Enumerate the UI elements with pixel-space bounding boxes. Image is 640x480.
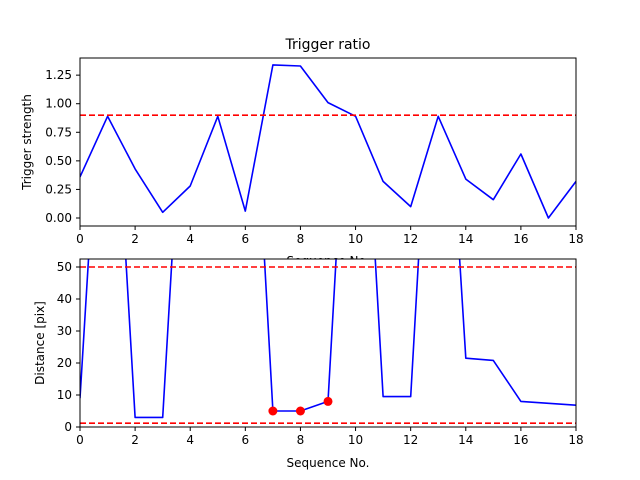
x-tick-label: 16 xyxy=(513,433,528,447)
x-tick-label: 14 xyxy=(458,232,473,246)
data-point-marker xyxy=(323,396,333,406)
x-tick-label: 4 xyxy=(186,232,194,246)
distance-chart: Distance [pix] Sequence No. 0 2 4 6 8 10 12 14 1… xyxy=(33,258,584,470)
x-tick-label: 4 xyxy=(186,433,194,447)
x-tick-label: 12 xyxy=(403,433,418,447)
x-tick-label: 18 xyxy=(568,433,583,447)
y-tick-label: 1.25 xyxy=(45,68,72,82)
x-tick-label: 16 xyxy=(513,232,528,246)
y-tick-label: 0 xyxy=(64,420,72,434)
y-tick-label: 0.25 xyxy=(45,182,72,196)
x-tick-label: 0 xyxy=(76,433,84,447)
y-tick-label: 0.75 xyxy=(45,125,72,139)
tick-layer: 0 2 4 6 8 10 12 14 16 18 0 10 20 30 40 50 xyxy=(57,260,584,447)
y-tick-label: 1.00 xyxy=(45,97,72,111)
y-tick-label: 50 xyxy=(57,260,72,274)
plot-layer xyxy=(80,259,576,424)
trigger-ratio-chart: Trigger ratio Trigger strength Sequence … xyxy=(20,37,584,268)
plot-layer xyxy=(80,64,576,219)
y-tick-label: 0.00 xyxy=(45,211,72,225)
x-tick-label: 8 xyxy=(297,433,305,447)
y-axis-label: Trigger strength xyxy=(20,94,34,191)
x-tick-label: 10 xyxy=(348,232,363,246)
y-tick-label: 10 xyxy=(57,388,72,402)
data-point-marker xyxy=(295,406,305,416)
x-axis-label: Sequence No. xyxy=(287,456,370,470)
y-tick-label: 20 xyxy=(57,356,72,370)
x-tick-label: 6 xyxy=(242,433,250,447)
tick-layer: 0 2 4 6 8 10 12 14 16 18 0.00 0.25 0.50 0.75 1.00 1.25 xyxy=(45,68,583,246)
x-tick-label: 2 xyxy=(131,433,139,447)
x-tick-label: 10 xyxy=(348,433,363,447)
x-tick-label: 0 xyxy=(76,232,84,246)
series-line xyxy=(80,259,576,419)
x-tick-label: 14 xyxy=(458,433,473,447)
plot-frame xyxy=(79,258,577,428)
x-tick-label: 6 xyxy=(242,232,250,246)
chart-title: Trigger ratio xyxy=(284,37,370,53)
x-tick-label: 8 xyxy=(297,232,305,246)
y-tick-label: 0.50 xyxy=(45,154,72,168)
y-tick-label: 30 xyxy=(57,324,72,338)
x-tick-label: 2 xyxy=(131,232,139,246)
data-point-marker xyxy=(268,406,278,416)
x-tick-label: 18 xyxy=(568,232,583,246)
plot-frame xyxy=(79,57,577,227)
plot-area-background xyxy=(80,58,576,226)
y-tick-label: 40 xyxy=(57,292,72,306)
y-axis-label: Distance [pix] xyxy=(33,301,47,385)
x-tick-label: 12 xyxy=(403,232,418,246)
series-line xyxy=(80,64,576,219)
